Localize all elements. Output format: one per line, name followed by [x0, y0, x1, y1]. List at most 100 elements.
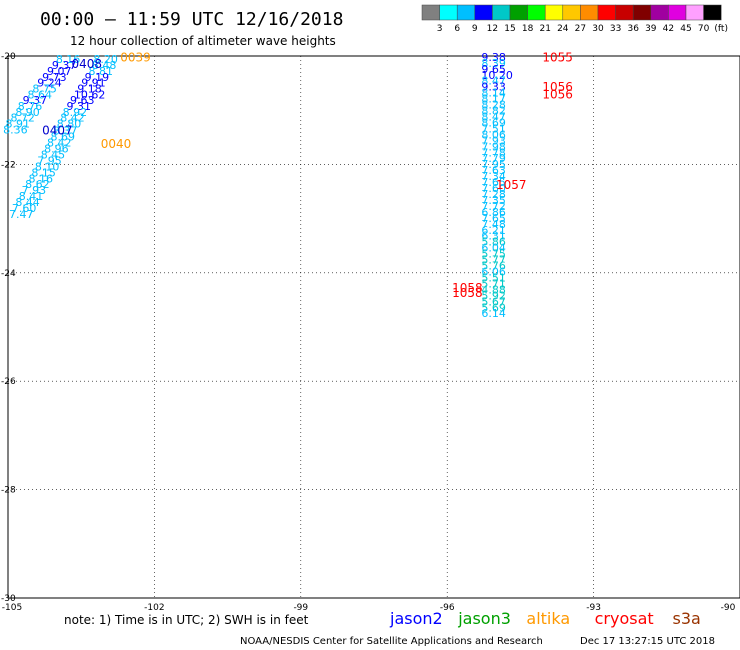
data-point-label: 8.20 [93, 53, 118, 66]
data-point-label: 8.16 [28, 172, 53, 185]
legend-label: 24 [557, 24, 569, 34]
data-point-label: 5.67 [481, 295, 506, 308]
data-point-label: 7.78 [481, 146, 506, 159]
data-point-label: 5.86 [481, 236, 506, 249]
legend-swatch [527, 4, 546, 21]
data-point-label: 8.82 [481, 105, 506, 118]
satellite-label: s3a [673, 609, 701, 628]
data-point-label: 7.65 [481, 176, 506, 189]
legend-swatch [421, 4, 440, 21]
data-point-label: 8.10 [35, 160, 60, 173]
chart-title: 00:00 – 11:59 UTC 12/16/2018 [40, 9, 343, 30]
legend-label: 36 [627, 24, 639, 34]
legend-swatch [685, 4, 704, 21]
satellite-label: jason3 [457, 609, 511, 628]
data-point-label: 9.63 [70, 94, 95, 107]
footer-timestamp: Dec 17 13:27:15 UTC 2018 [580, 636, 715, 647]
legend-label: 27 [575, 24, 586, 34]
data-point-label: 7.63 [481, 164, 506, 177]
data-point-label: 8.92 [63, 106, 88, 119]
y-tick-label: -22 [1, 160, 16, 170]
data-point-label: 6.86 [481, 206, 506, 219]
time-label: 0039 [120, 50, 151, 64]
legend-label: 45 [680, 24, 691, 34]
legend-swatch [615, 4, 634, 21]
data-point-label: 7.60 [12, 202, 37, 215]
legend-swatch [474, 4, 493, 21]
data-point-label: 9.37 [52, 59, 77, 72]
legend-swatch [456, 4, 476, 21]
data-point-label: 10.62 [74, 88, 106, 101]
data-point-label: 8.75 [32, 82, 57, 95]
data-point-label: 7.48 [481, 218, 506, 231]
data-point-label: 6.06 [481, 266, 506, 279]
data-point-label: 8.90 [15, 106, 40, 119]
data-point-label: 8.47 [481, 75, 506, 88]
data-point-label: 8.16 [56, 53, 81, 66]
legend-swatch [544, 4, 564, 21]
time-label: 0407 [42, 124, 73, 138]
time-label: 1058 [452, 286, 483, 300]
data-point-label: 7.51 [481, 122, 506, 135]
data-point-label: 5.77 [481, 254, 506, 267]
data-point-label: 8.69 [50, 131, 75, 144]
legend-label: 70 [698, 24, 710, 34]
data-point-label: 6.31 [481, 230, 506, 243]
data-point-label: 9.07 [47, 65, 72, 78]
data-point-label: 5.51 [481, 271, 506, 284]
data-point-label: 8.36 [3, 124, 28, 137]
data-point-label: 9.65 [481, 63, 506, 76]
data-point-label: 8.47 [481, 110, 506, 123]
data-point-label: 8.81 [89, 65, 114, 78]
data-point-label: 7.28 [481, 188, 506, 201]
data-point-label: 8.80 [57, 118, 82, 131]
satellite-legend: jason2 jason3 altika cryosat s3a [389, 609, 701, 628]
data-point-label: 9.73 [42, 71, 67, 84]
axis-ticks: -105 -102 -99 -96 -93 -90 -20 -22 -24 -26 -28 -30 [1, 52, 736, 613]
data-point-label: 9.19 [85, 71, 110, 84]
legend-label: 9 [472, 24, 478, 34]
data-point-label: 8.76 [18, 100, 43, 113]
time-label: 0408 [71, 57, 102, 71]
legend-label: 15 [504, 24, 515, 34]
data-point-label: 7.93 [481, 134, 506, 147]
data-point-label: 8.14 [481, 87, 506, 100]
satellite-label: cryosat [595, 609, 654, 628]
legend-swatch [562, 4, 581, 21]
data-point-label: 8.62 [25, 178, 50, 191]
y-tick-label: -30 [1, 594, 16, 604]
data-point-label: 8.37 [53, 125, 77, 138]
x-tick-label: -105 [2, 603, 22, 613]
color-legend: 3 6 9 12 15 18 21 24 27 30 33 36 39 42 45 70 (ft) [421, 4, 728, 34]
data-point-label: 9.31 [67, 100, 92, 113]
data-point-label: 7.79 [481, 152, 506, 165]
y-tick-label: -28 [1, 486, 16, 496]
data-point-label: 4.88 [481, 283, 506, 296]
data-point-label: 5.76 [481, 260, 506, 273]
data-point-label: 7.95 [481, 158, 506, 171]
data-point-label: 8.44 [15, 196, 40, 209]
data-point-label: 8.72 [10, 112, 35, 125]
y-tick-label: -20 [1, 52, 16, 62]
data-point-label: 7.95 [37, 154, 62, 167]
data-point-label: 7.98 [481, 140, 506, 153]
data-point-label: 7.72 [481, 200, 506, 213]
data-point-label: 9.18 [77, 82, 102, 95]
footer-note: note: 1) Time is in UTC; 2) SWH is in fe… [64, 613, 309, 627]
legend-label: 6 [454, 24, 460, 34]
data-point-label: 6.04 [481, 242, 506, 255]
data-point-label: 9.37 [23, 94, 48, 107]
data-point-label: 5.92 [481, 289, 506, 302]
x-tick-label: -96 [440, 603, 455, 613]
data-point-label: 6.21 [481, 224, 506, 237]
legend-label: 21 [539, 24, 550, 34]
data-point-label: 7.47 [9, 208, 33, 221]
legend-swatch [668, 4, 687, 21]
legend-swatch [580, 4, 599, 21]
data-point-label: 7.34 [481, 170, 506, 183]
x-tick-label: -93 [586, 603, 601, 613]
data-point-label: 9.24 [37, 76, 62, 89]
time-label: 1058 [452, 281, 483, 295]
